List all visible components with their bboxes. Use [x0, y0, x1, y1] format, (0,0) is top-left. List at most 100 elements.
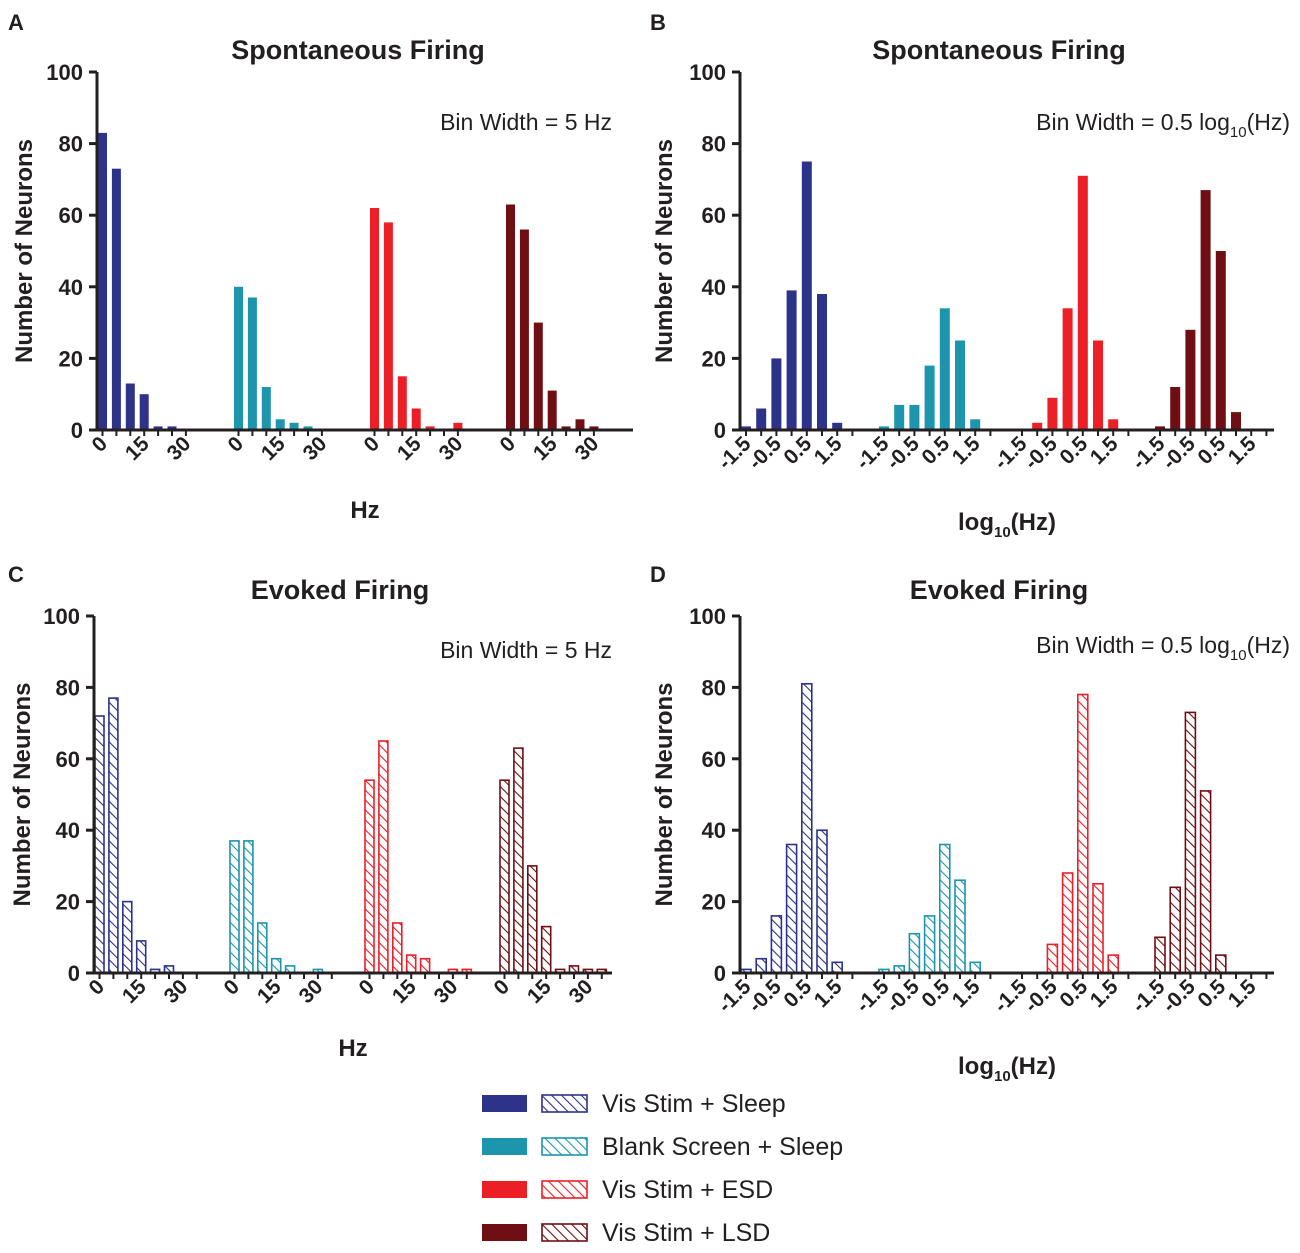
y-tick-label-b: 100	[689, 60, 726, 85]
x-tick-label-a: 0	[224, 432, 249, 457]
bar-a-s1-b3	[125, 383, 135, 430]
bar-a-s4-b7	[589, 426, 599, 430]
bar-b-s3-b2	[1032, 422, 1043, 430]
axes-b	[738, 72, 1274, 432]
chart-title-d: Evoked Firing	[910, 575, 1089, 605]
legend-label-2: Blank Screen + Sleep	[602, 1133, 843, 1161]
bar-b-s1-b4	[786, 290, 797, 430]
legend-swatch-hatched-1	[541, 1094, 588, 1113]
y-tick-label-b: 0	[714, 418, 726, 443]
bar-a-s2-b4	[275, 419, 285, 430]
panel-b: B Spontaneous Firing Bin Width = 0.5 log1…	[650, 10, 1290, 541]
x-tick-label-a: 0	[496, 432, 521, 457]
bar-b-s3-b4	[1062, 308, 1073, 430]
bar-a-s2-b5	[289, 422, 299, 430]
bar-b-s2-b3	[909, 404, 920, 430]
x-tick-label-a: 0	[88, 432, 113, 457]
bar-a-s2-b3	[261, 387, 271, 430]
bin-width-note-c: Bin Width = 5 Hz	[440, 637, 612, 663]
y-axis-label-a: Number of Neurons	[11, 139, 38, 363]
x-tick-label-c: 30	[160, 975, 193, 1008]
bar-d-s1-b2	[755, 957, 768, 974]
bar-c-s2-b2	[243, 840, 254, 974]
bin-width-note-b: Bin Width = 0.5 log10(Hz)	[1036, 109, 1290, 141]
x-tick-label-a: 30	[435, 432, 468, 465]
bar-a-s3-b5	[425, 426, 435, 430]
y-tick-label-c: 20	[56, 890, 80, 915]
bar-b-s1-b2	[756, 408, 767, 430]
bar-d-s2-b7	[969, 961, 982, 974]
x-axis-label-b: log10(Hz)	[958, 509, 1056, 541]
y-tick-label-b: 20	[702, 346, 726, 371]
x-tick-label-a: 15	[393, 432, 426, 465]
bar-a-s3-b7	[453, 422, 463, 430]
legend-swatch-hatched-3	[541, 1180, 588, 1199]
legend-label-4: Vis Stim + LSD	[602, 1219, 770, 1247]
bar-a-s3-b1	[370, 208, 379, 430]
bar-b-s4-b5	[1215, 251, 1226, 430]
x-tick-label-b: 1.5	[810, 432, 847, 469]
panel-letter-b: B	[650, 10, 666, 35]
y-axis-label-c: Number of Neurons	[9, 682, 36, 906]
x-tick-label-c: 0	[490, 975, 515, 1000]
y-axis-label-b: Number of Neurons	[651, 139, 678, 363]
bar-d-s3-b5	[1077, 693, 1089, 974]
bar-d-s3-b4	[1061, 872, 1074, 974]
bar-b-s1-b3	[771, 358, 782, 430]
x-tick-label-b: 1.5	[1086, 432, 1123, 469]
bar-b-s1-b6	[817, 294, 827, 430]
x-tick-label-a: 15	[121, 432, 154, 465]
bar-d-s2-b3	[908, 932, 921, 974]
bar-c-s4-b4	[540, 925, 552, 974]
bar-d-s1-b5	[800, 682, 813, 974]
x-tick-label-c: 0	[355, 975, 380, 1000]
bar-c-s1-b1	[94, 715, 105, 974]
panel-letter-c: C	[8, 562, 24, 587]
y-tick-label-c: 0	[68, 961, 80, 986]
bar-c-s4-b1	[499, 779, 510, 974]
bin-width-note-d: Bin Width = 0.5 log10(Hz)	[1036, 632, 1290, 664]
panel-letter-a: A	[8, 10, 24, 35]
bar-c-s1-b3	[122, 900, 133, 974]
x-tick-label-a: 30	[571, 432, 604, 465]
x-axis-label-c: Hz	[338, 1035, 367, 1062]
bar-a-s3-b3	[397, 376, 407, 430]
x-tick-label-a: 15	[529, 432, 562, 465]
legend-swatch-solid-4	[482, 1224, 527, 1241]
bar-a-s2-b2	[247, 297, 257, 430]
x-tick-label-d: 1.5	[1086, 975, 1123, 1012]
x-tick-label-a: 30	[163, 432, 196, 465]
bar-d-s4-b5	[1215, 954, 1227, 974]
x-tick-label-d: 1.5	[810, 975, 847, 1012]
x-tick-label-c: 15	[388, 975, 421, 1008]
legend-swatch-solid-1	[482, 1095, 527, 1112]
y-tick-label-c: 40	[56, 818, 80, 843]
bar-c-s4-b3	[526, 865, 538, 974]
y-axis-label-d: Number of Neurons	[651, 682, 678, 906]
bar-a-s4-b4	[547, 390, 557, 430]
y-tick-label-c: 60	[56, 747, 80, 772]
axes-d	[738, 616, 1274, 975]
x-tick-label-c: 15	[253, 975, 286, 1008]
bar-d-s1-b6	[816, 829, 828, 974]
x-tick-label-c: 0	[220, 975, 245, 1000]
bar-c-s2-b1	[229, 840, 240, 974]
legend-swatch-solid-2	[482, 1138, 527, 1155]
bar-b-s4-b4	[1200, 190, 1211, 430]
bar-a-s1-b1	[98, 132, 107, 430]
y-tick-label-d: 60	[702, 747, 726, 772]
bar-b-s4-b2	[1170, 387, 1181, 430]
panel-a: A Spontaneous Firing Bin Width = 5 Hz Numb…	[8, 10, 633, 524]
bar-a-s4-b6	[575, 419, 585, 430]
bar-a-s1-b4	[139, 394, 149, 430]
y-tick-label-a: 20	[59, 346, 83, 371]
legend-swatch-solid-3	[482, 1181, 527, 1198]
bar-b-s2-b1	[879, 426, 889, 430]
bar-b-s1-b7	[832, 422, 843, 430]
chart-title-c: Evoked Firing	[251, 575, 430, 605]
x-tick-label-a: 0	[360, 432, 385, 457]
bar-c-s3-b1	[364, 779, 375, 974]
y-tick-label-d: 40	[702, 818, 726, 843]
y-tick-label-a: 80	[59, 132, 83, 157]
bar-d-s4-b3	[1184, 711, 1197, 974]
